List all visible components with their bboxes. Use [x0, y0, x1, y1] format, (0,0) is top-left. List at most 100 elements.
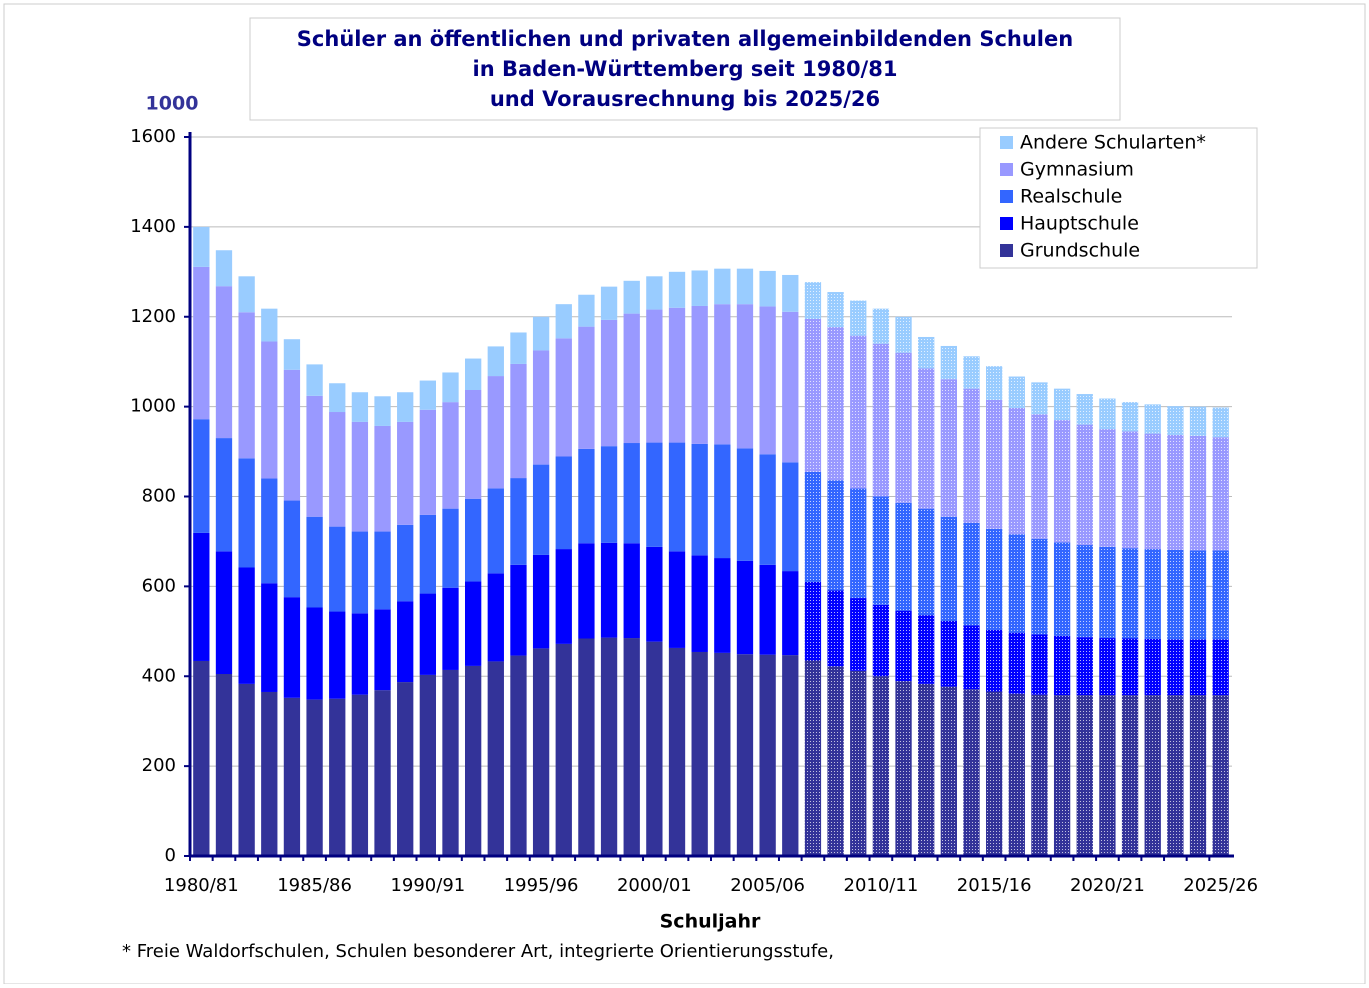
bar-segment	[1053, 635, 1071, 696]
bar-segment	[782, 655, 799, 856]
bar-segment	[963, 388, 980, 524]
bar-segment	[329, 412, 346, 527]
bar-segment	[759, 454, 776, 565]
bar-segment	[238, 458, 255, 568]
bar-segment	[759, 306, 776, 455]
bar-segment	[985, 366, 1003, 400]
bar-segment	[623, 313, 640, 444]
bar-segment	[804, 660, 822, 856]
bar-segment	[804, 581, 822, 661]
bar-segment	[646, 546, 663, 642]
bar-segment	[442, 587, 459, 670]
bar-segment	[193, 226, 210, 267]
bar-segment	[895, 352, 912, 503]
legend-box	[979, 127, 1258, 269]
bar-segment	[827, 590, 844, 667]
bar-segment	[464, 498, 482, 582]
bar-segment	[668, 647, 686, 856]
x-tick-label: 2015/16	[957, 875, 1032, 896]
bar-segment	[940, 379, 958, 517]
bar-segment	[1212, 695, 1229, 856]
bar-segment	[193, 266, 210, 420]
x-tick-label: 2005/06	[730, 875, 805, 896]
bar-segment	[306, 516, 323, 608]
bar-segment	[510, 564, 527, 656]
y-tick-label: 1600	[130, 126, 176, 147]
bar-segment	[487, 573, 504, 662]
legend-label: Gymnasium	[1020, 159, 1134, 181]
y-tick-label: 1200	[130, 306, 176, 327]
bar-segment	[646, 309, 663, 443]
bar-segment	[261, 691, 278, 856]
bar-segment	[329, 698, 346, 856]
bar-segment	[691, 555, 708, 652]
bar-segment	[736, 654, 754, 856]
bar-segment	[1076, 394, 1093, 425]
bar-segment	[464, 581, 482, 666]
bar-segment	[940, 345, 958, 380]
bar-segment	[238, 312, 255, 459]
bar-segment	[1144, 695, 1161, 856]
bar-segment	[397, 682, 414, 856]
bar-segment	[872, 676, 890, 856]
bar-segment	[782, 274, 799, 312]
bar-segment	[215, 674, 233, 856]
bar-segment	[442, 402, 459, 509]
bar-segment	[306, 699, 323, 856]
bar-segment	[261, 341, 278, 479]
bar-segment	[306, 395, 323, 517]
bar-segment	[714, 268, 731, 305]
bar-segment	[1008, 693, 1025, 856]
bar-segment	[419, 409, 437, 515]
bar-segment	[600, 446, 618, 543]
title-box	[249, 17, 1121, 121]
footnote: * Freie Waldorfschulen, Schulen besonder…	[122, 941, 834, 962]
bar-segment	[804, 318, 822, 472]
legend-swatch	[1000, 190, 1013, 203]
y-tick-label: 400	[142, 665, 176, 686]
bar-segment	[1076, 637, 1093, 696]
bar-segment	[510, 332, 527, 364]
bar-segment	[850, 488, 867, 599]
bar-segment	[1099, 638, 1116, 696]
bar-segment	[646, 442, 663, 547]
bar-segment	[487, 661, 504, 856]
legend-swatch	[1000, 217, 1013, 230]
bar-segment	[1031, 538, 1048, 635]
bar-segment	[1008, 534, 1025, 633]
bar-segment	[1031, 414, 1048, 539]
bar-segment	[759, 564, 776, 655]
bar-segment	[1212, 437, 1229, 551]
bar-segment	[1099, 546, 1116, 639]
bar-segment	[736, 268, 754, 305]
chart-title: in Baden-Württemberg seit 1980/81	[473, 57, 898, 81]
bar-segment	[668, 271, 686, 308]
bar-segment	[1189, 406, 1207, 436]
bar-segment	[691, 270, 708, 306]
bar-segment	[1167, 406, 1184, 435]
bar-segment	[442, 669, 459, 856]
bar-segment	[850, 300, 867, 336]
bar-segment	[1099, 429, 1116, 547]
bar-segment	[985, 399, 1003, 529]
bar-segment	[1121, 548, 1139, 639]
bar-segment	[714, 652, 731, 856]
bar-segment	[940, 620, 958, 687]
bar-segment	[215, 286, 233, 439]
bar-segment	[668, 442, 686, 552]
bar-segment	[374, 396, 391, 426]
bar-segment	[691, 443, 708, 556]
x-tick-label: 1990/91	[390, 875, 465, 896]
legend-swatch	[1000, 163, 1013, 176]
bar-segment	[918, 508, 935, 616]
bar-segment	[600, 542, 618, 638]
bar-segment	[985, 528, 1003, 630]
bar-segment	[193, 532, 210, 661]
bar-segment	[1167, 695, 1184, 856]
bar-segment	[487, 488, 504, 574]
bar-segment	[1076, 424, 1093, 546]
bar-segment	[442, 372, 459, 403]
bar-segment	[1121, 431, 1139, 549]
legend-label: Andere Schularten*	[1020, 132, 1206, 154]
